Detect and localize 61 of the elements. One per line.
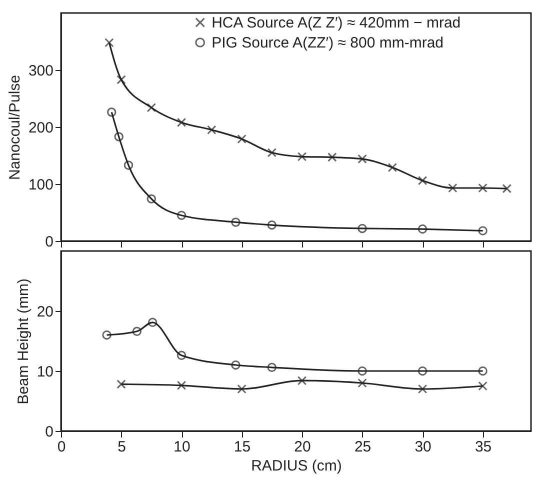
point [124,160,134,170]
x-tick-label: 0 [57,438,66,456]
point [146,194,156,204]
point [297,376,307,386]
x-tick-label: 5 [118,438,126,456]
point [358,366,367,376]
x-tick-label: 25 [354,438,372,456]
x-tick-label: 35 [474,438,492,456]
point [267,362,277,372]
point [478,366,488,376]
point [132,326,142,336]
y-tick-label: 100 [28,176,54,194]
point [207,125,216,134]
point [237,384,246,394]
point [418,176,428,186]
y-tick-label: 0 [45,424,54,440]
point [102,330,112,340]
point [267,220,277,230]
point [146,102,156,112]
x-tick-label: 30 [414,438,432,456]
x-tick-label: 15 [234,438,251,456]
point [328,152,337,162]
x-axis-title: RADIUS (cm) [251,458,342,474]
y-tick-label: 300 [28,62,54,80]
point [176,380,186,390]
point [358,154,367,164]
point [418,366,428,376]
y-tick-label: 200 [28,120,54,136]
point [297,152,307,162]
point [176,350,186,360]
point [478,381,488,391]
point [176,118,186,128]
point [104,38,114,48]
point [418,224,428,234]
point [267,148,277,158]
point [478,226,488,236]
y-tick-label: 10 [36,364,54,380]
point [231,360,240,370]
legend-label: HCA Source A(Z Z′) ≈ 420mm − mrad [212,14,461,32]
point [502,184,512,194]
y-axis-title: Nanocoul/Pulse [6,74,24,180]
y-axis-title: Beam Height (mm) [14,278,32,404]
legend-label: PIG Source A(ZZ′) ≈ 800 mm-mrad [212,34,444,52]
point [478,183,488,193]
y-tick-label: 20 [36,304,54,320]
y-tick-label: 0 [45,234,54,250]
point [148,318,158,328]
x-tick-label: 10 [174,438,190,456]
point [448,183,458,193]
x-tick-label: 20 [294,438,311,456]
point [176,210,186,220]
point [388,162,398,172]
point [358,224,367,234]
point [237,134,246,144]
point [231,218,240,227]
point [116,380,126,389]
point [358,378,367,388]
point [106,108,116,117]
point [116,75,126,84]
point [418,384,428,394]
point [114,132,124,142]
